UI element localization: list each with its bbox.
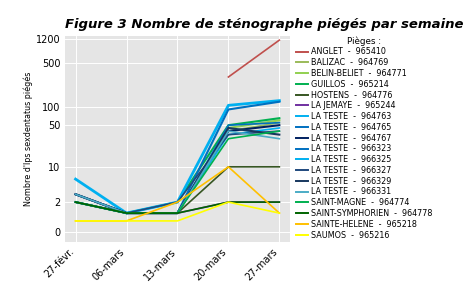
Y-axis label: Nombre d'Ips sexdentatus piégés: Nombre d'Ips sexdentatus piégés xyxy=(24,72,33,206)
Text: Figure 3 Nombre de sténographe piégés par semaine et par piège: Figure 3 Nombre de sténographe piégés pa… xyxy=(65,18,467,31)
Legend: ANGLET  -  965410, BALIZAC  -  964769, BELIN-BELIET  -  964771, GUILLOS  -  9652: ANGLET - 965410, BALIZAC - 964769, BELIN… xyxy=(296,36,432,239)
